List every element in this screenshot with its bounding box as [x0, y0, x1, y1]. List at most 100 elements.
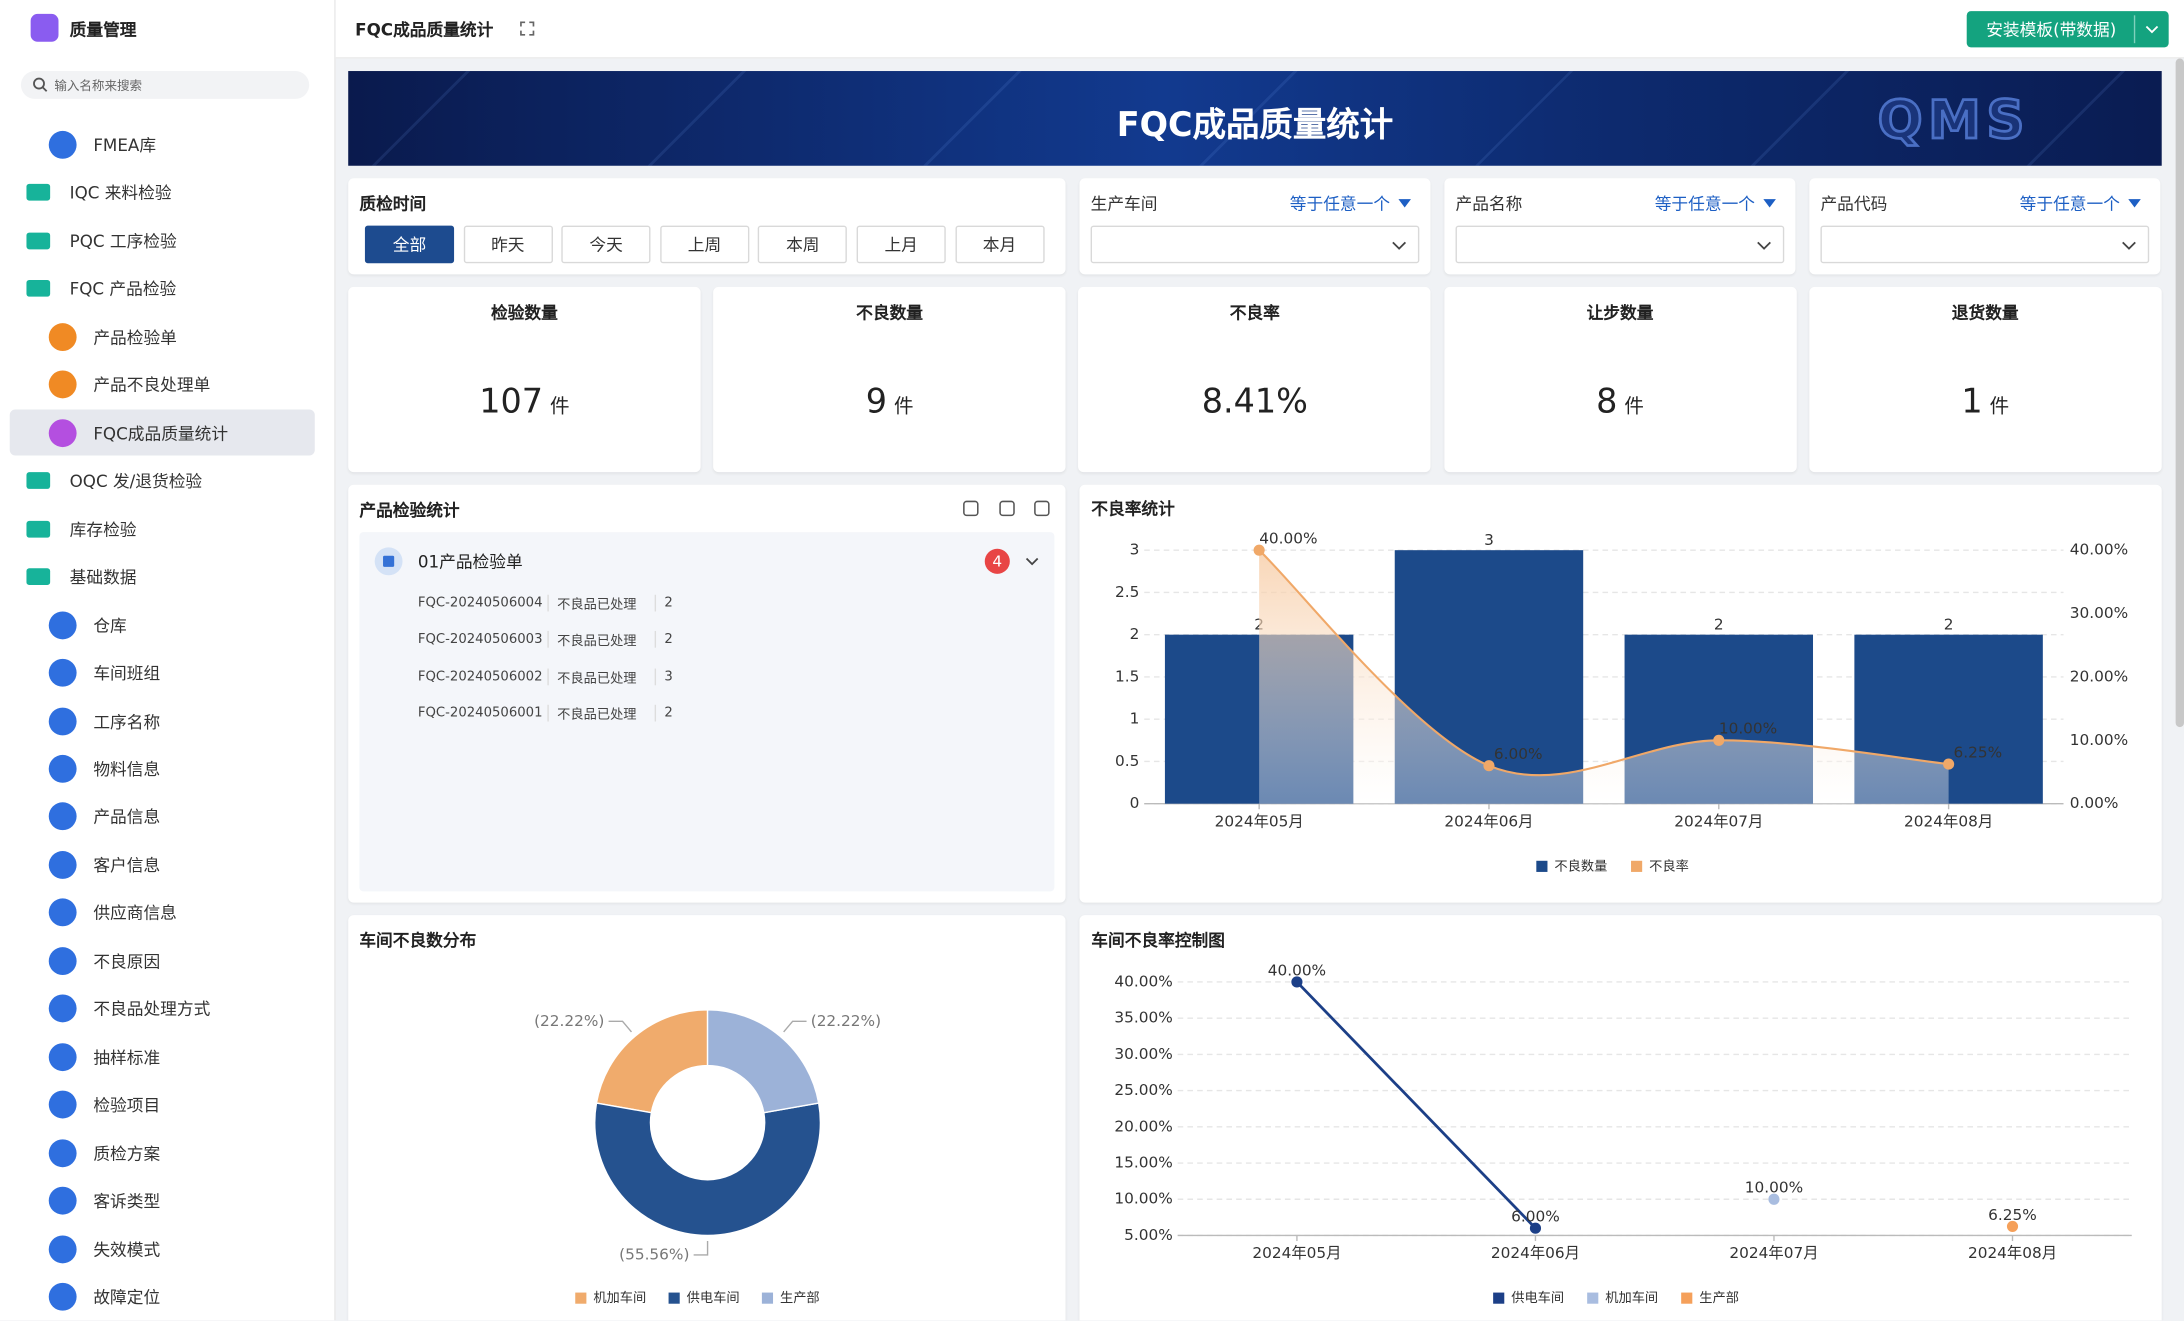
menu-item[interactable]: OQC 发/退货检验	[69, 471, 203, 492]
button-chevron	[2145, 25, 2159, 34]
button-divider	[2133, 15, 2136, 44]
folder-icon	[26, 472, 51, 490]
row-separator	[654, 631, 657, 649]
row-count: 3	[664, 668, 673, 685]
menu-icon	[48, 802, 77, 831]
filter-select[interactable]	[1455, 225, 1785, 264]
search-box[interactable]: 输入名称来搜索	[20, 71, 310, 99]
row-separator	[547, 668, 549, 685]
menu-item[interactable]: 不良原因	[93, 951, 161, 972]
menu-icon	[48, 850, 77, 879]
menu-item[interactable]: 库存检验	[69, 519, 137, 540]
card	[348, 915, 1066, 1321]
menu-item[interactable]: 产品不良处理单	[93, 375, 211, 396]
sidebar: 质量管理 输入名称来搜索 FMEA库 IQC 来料检验 PQC 工序检验 FQC 产品…	[0, 0, 336, 1321]
time-option-button[interactable]: 今天	[561, 225, 651, 264]
kpi-value-row: 8.41%	[1079, 382, 1431, 421]
folder-icon	[26, 568, 51, 586]
filter-operator[interactable]: 等于任意一个	[1654, 194, 1756, 214]
row-separator	[654, 704, 657, 722]
menu-item[interactable]: 检验项目	[93, 1095, 161, 1116]
scrollbar-thumb[interactable]	[2175, 58, 2184, 728]
install-button[interactable]: 安装模板(带数据)	[1966, 11, 2169, 48]
menu-item[interactable]: 客诉类型	[93, 1191, 161, 1212]
kpi-unit: 件	[893, 395, 914, 418]
time-option-button[interactable]: 上月	[856, 225, 946, 264]
menu-item[interactable]: FQC成品质量统计	[93, 423, 229, 444]
row-code[interactable]: FQC-20240506001	[417, 705, 543, 721]
row-code[interactable]: FQC-20240506004	[417, 595, 543, 611]
kpi-unit: 件	[1989, 395, 2010, 418]
menu-item[interactable]: PQC 工序检验	[69, 231, 177, 252]
menu-item[interactable]: 工序名称	[93, 711, 161, 732]
row-separator	[547, 704, 549, 722]
filter-select[interactable]	[1820, 225, 2150, 264]
card-title: 产品检验统计	[359, 500, 460, 521]
card	[1443, 286, 1797, 473]
folder-icon	[26, 520, 51, 538]
group-title[interactable]: 01产品检验单	[417, 552, 523, 572]
row-count: 2	[664, 705, 673, 721]
row-status: 不良品已处理	[557, 597, 637, 613]
kpi-value: 107	[479, 381, 544, 421]
menu-icon	[48, 130, 77, 159]
menu-item[interactable]: 抽样标准	[93, 1047, 161, 1068]
filter-label: 产品名称	[1455, 194, 1523, 214]
filter-label: 产品代码	[1820, 194, 1888, 214]
banner-decoration	[348, 71, 2162, 166]
row-separator	[547, 631, 549, 649]
menu-item[interactable]: IQC 来料检验	[69, 183, 172, 204]
menu-item[interactable]: 质检方案	[93, 1143, 161, 1164]
menu-icon	[48, 610, 77, 639]
card	[1079, 915, 2162, 1321]
time-option-button[interactable]: 上周	[659, 225, 750, 264]
menu-icon	[48, 1186, 77, 1215]
time-option-button[interactable]: 本月	[954, 225, 1045, 264]
time-option-button[interactable]: 昨天	[463, 225, 553, 264]
install-button-label: 安装模板(带数据)	[1986, 20, 2117, 40]
banner-title: FQC成品质量统计	[1116, 105, 1394, 145]
kpi-value: 9	[865, 381, 888, 421]
menu-icon	[48, 658, 77, 687]
menu-item[interactable]: 不良品处理方式	[93, 999, 211, 1020]
menu-item[interactable]: 车间班组	[93, 663, 161, 684]
kpi-value: 8	[1596, 381, 1618, 421]
row-count: 2	[664, 595, 673, 611]
filter-select[interactable]	[1090, 225, 1420, 264]
row-separator	[547, 594, 549, 612]
menu-item[interactable]: FQC 产品检验	[69, 279, 177, 300]
filter-operator[interactable]: 等于任意一个	[2019, 194, 2120, 214]
menu-icon	[48, 946, 77, 975]
row-code[interactable]: FQC-20240506003	[417, 632, 543, 648]
time-option-button[interactable]: 全部	[364, 225, 455, 264]
filter-label: 生产车间	[1090, 194, 1158, 214]
menu-item[interactable]: 失效模式	[93, 1239, 161, 1260]
menu-icon	[48, 898, 77, 927]
top-bar: FQC成品质量统计 安装模板(带数据)	[335, 0, 2184, 59]
fullscreen-icon[interactable]	[520, 21, 535, 36]
list-panel	[359, 532, 1055, 892]
menu-item[interactable]: 产品信息	[93, 807, 161, 828]
menu-item[interactable]: 物料信息	[93, 759, 161, 780]
folder-icon	[26, 184, 51, 202]
menu-item[interactable]: 故障定位	[93, 1287, 161, 1308]
menu-item[interactable]: 产品检验单	[93, 327, 177, 348]
menu-item[interactable]: 客户信息	[93, 855, 161, 876]
menu-item[interactable]: 基础数据	[69, 567, 137, 588]
filter-operator[interactable]: 等于任意一个	[1289, 194, 1391, 214]
time-option-button[interactable]: 本周	[758, 225, 848, 264]
row-code[interactable]: FQC-20240506002	[417, 668, 543, 685]
card	[1079, 484, 2162, 903]
search-icon	[33, 77, 48, 92]
menu-item[interactable]: 供应商信息	[93, 903, 177, 924]
kpi-unit: 件	[550, 395, 570, 418]
card	[1078, 286, 1432, 473]
menu-icon	[48, 994, 77, 1023]
menu-item[interactable]: 仓库	[93, 615, 127, 636]
kpi-label: 不良率	[1229, 302, 1280, 323]
menu-item[interactable]: FMEA库	[93, 135, 157, 156]
